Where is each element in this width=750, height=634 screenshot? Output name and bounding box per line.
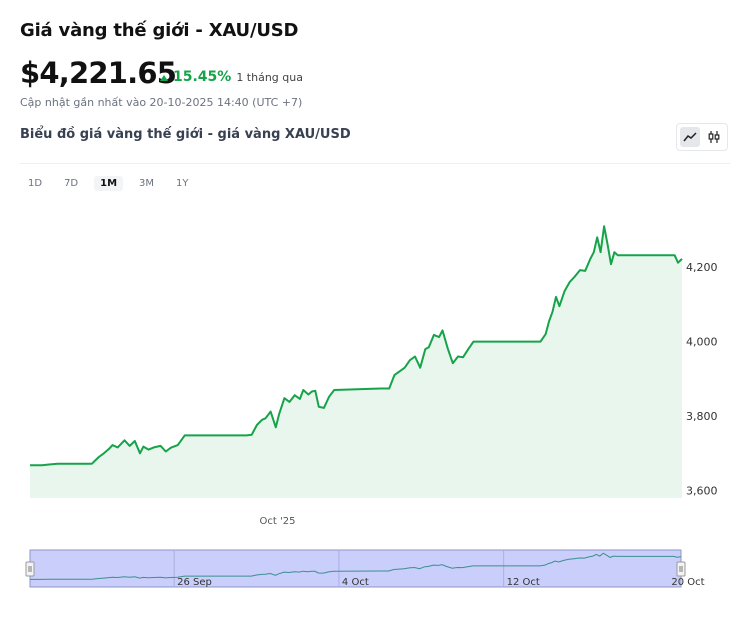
chart-type-toggle [676,123,728,151]
range-1m[interactable]: 1M [94,176,124,191]
change-period: 1 tháng qua [236,70,303,84]
y-tick-label: 3,600 [686,485,718,498]
navigator-date-label: 20 Oct [671,577,704,588]
price-area [30,226,682,498]
y-tick-label: 3,800 [686,410,718,423]
range-3m[interactable]: 3M [139,178,155,189]
range-1d[interactable]: 1D [28,178,43,189]
header-divider [20,163,730,164]
line-chart-icon[interactable] [680,127,701,147]
current-price: $4,221.65 [20,56,177,90]
navigator-left-handle[interactable] [25,561,35,577]
price-change: 15.45% 1 tháng qua [160,69,303,85]
x-tick-label: Oct '25 [260,516,296,527]
y-tick-label: 4,000 [686,336,718,349]
range-1y[interactable]: 1Y [176,178,189,189]
navigator-date-label: 12 Oct [507,577,540,588]
navigator-date-label: 4 Oct [342,577,369,588]
chart-title: Biểu đồ giá vàng thế giới - giá vàng XAU… [20,127,351,142]
navigator-line [30,552,682,580]
y-tick-label: 4,200 [686,261,718,274]
time-range-selector: 1D 7D 1M 3M 1Y [22,176,205,191]
change-percent: 15.45% [173,69,232,85]
price-line [30,225,683,467]
last-updated: Cập nhật gần nhất vào 20-10-2025 14:40 (… [20,96,303,109]
candlestick-icon[interactable] [704,127,724,147]
navigator-right-handle[interactable] [676,561,686,577]
navigator-date-label: 26 Sep [177,577,212,588]
range-7d[interactable]: 7D [64,178,79,189]
up-arrow-icon [160,74,168,81]
page-title: Giá vàng thế giới - XAU/USD [20,20,299,41]
